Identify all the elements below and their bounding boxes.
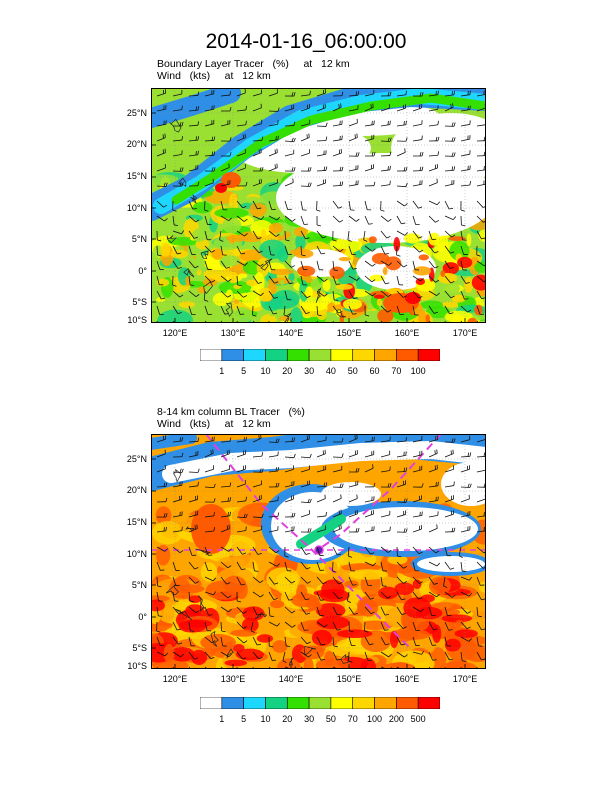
- colorbar-box: [265, 697, 288, 709]
- colorbar-label: 5: [241, 714, 247, 724]
- colorbar-box: [308, 697, 332, 709]
- panel1-map: [151, 88, 486, 323]
- wind-barbs: [156, 88, 486, 323]
- tracer-field: [151, 88, 486, 323]
- lat-label: 5°N: [131, 580, 147, 590]
- colorbar-box: [221, 349, 244, 361]
- colorbar-label: 1: [219, 714, 225, 724]
- lon-label: 140°E: [278, 328, 304, 338]
- colorbar-label: 20: [282, 366, 293, 376]
- wind-barbs: [156, 434, 486, 669]
- colorbar-label: 40: [325, 366, 336, 376]
- lon-label: 120°E: [162, 328, 188, 338]
- colorbar-box: [417, 349, 440, 361]
- colorbar-box: [374, 349, 397, 361]
- lon-label: 150°E: [336, 674, 362, 684]
- colorbar-label: 50: [325, 714, 336, 724]
- colorbar-label: 10: [260, 714, 271, 724]
- colorbar-label: 200: [388, 714, 404, 724]
- trajectory-markers: [151, 434, 486, 650]
- panel2-title-line2: Wind (kts) at 12 km: [157, 418, 271, 430]
- panel2-title-line1: 8-14 km column BL Tracer (%): [157, 406, 305, 418]
- lon-label: 160°E: [394, 674, 420, 684]
- colorbar-box: [352, 697, 375, 709]
- colorbar-label: 30: [304, 714, 315, 724]
- lat-label: 15°N: [126, 517, 147, 527]
- colorbar-box: [396, 349, 419, 361]
- lat-label: 20°N: [126, 485, 147, 495]
- lat-label: 0°: [138, 266, 147, 276]
- colorbar-box: [286, 349, 310, 361]
- lon-label: 170°E: [452, 328, 478, 338]
- coastlines: [165, 469, 349, 666]
- colorbar-label: 30: [304, 366, 315, 376]
- colorbar-box: [200, 349, 223, 361]
- lat-label: 25°N: [126, 108, 147, 118]
- colorbar-box: [243, 349, 266, 361]
- lon-label: 140°E: [278, 674, 304, 684]
- map-frame: [151, 88, 486, 323]
- lat-label: 15°N: [126, 171, 147, 181]
- lat-label: 10°N: [126, 203, 147, 213]
- colorbar-label: 5: [241, 366, 247, 376]
- colorbar-label: 70: [391, 366, 402, 376]
- colorbar-box: [374, 697, 397, 709]
- colorbar-box: [265, 349, 288, 361]
- panel2-map: [151, 434, 486, 669]
- colorbar-box: [330, 349, 354, 361]
- colorbar-label: 50: [347, 366, 358, 376]
- lon-label: 160°E: [394, 328, 420, 338]
- colorbar-box: [243, 697, 266, 709]
- lat-label: 10°S: [127, 315, 147, 325]
- main-title: 2014-01-16_06:00:00: [205, 30, 407, 53]
- lat-label: 10°N: [126, 549, 147, 559]
- lat-label: 0°: [138, 612, 147, 622]
- colorbar-label: 70: [347, 714, 358, 724]
- panel2-colorbar: [200, 697, 440, 709]
- colorbar-box: [396, 697, 419, 709]
- coastlines: [166, 118, 346, 323]
- colorbar-label: 100: [367, 714, 383, 724]
- colorbar-box: [308, 349, 332, 361]
- lon-label: 130°E: [220, 674, 246, 684]
- colorbar-box: [200, 697, 223, 709]
- lat-label: 5°S: [132, 297, 147, 307]
- lat-label: 20°N: [126, 139, 147, 149]
- colorbar-box: [330, 697, 354, 709]
- lat-label: 25°N: [126, 454, 147, 464]
- colorbar-label: 10: [260, 366, 271, 376]
- gridlines: [151, 434, 486, 669]
- colorbar-label: 100: [410, 366, 426, 376]
- colorbar-label: 60: [369, 366, 380, 376]
- colorbar-box: [221, 697, 244, 709]
- lon-label: 150°E: [336, 328, 362, 338]
- colorbar-label: 1: [219, 366, 225, 376]
- map-frame: [151, 434, 486, 669]
- colorbar-box: [352, 349, 375, 361]
- axis-ticks: [151, 458, 466, 669]
- lon-label: 120°E: [162, 674, 188, 684]
- lat-label: 5°N: [131, 234, 147, 244]
- colorbar-box: [417, 697, 440, 709]
- panel1-title-line1: Boundary Layer Tracer (%) at 12 km: [157, 58, 350, 70]
- colorbar-label: 20: [282, 714, 293, 724]
- gridlines: [151, 88, 486, 323]
- colorbar-label: 500: [410, 714, 426, 724]
- lon-label: 130°E: [220, 328, 246, 338]
- panel1-colorbar: [200, 349, 440, 361]
- lat-label: 10°S: [127, 661, 147, 671]
- axis-ticks: [151, 112, 466, 323]
- panel1-title-line2: Wind (kts) at 12 km: [157, 70, 271, 82]
- lat-label: 5°S: [132, 643, 147, 653]
- lon-label: 170°E: [452, 674, 478, 684]
- colorbar-box: [286, 697, 310, 709]
